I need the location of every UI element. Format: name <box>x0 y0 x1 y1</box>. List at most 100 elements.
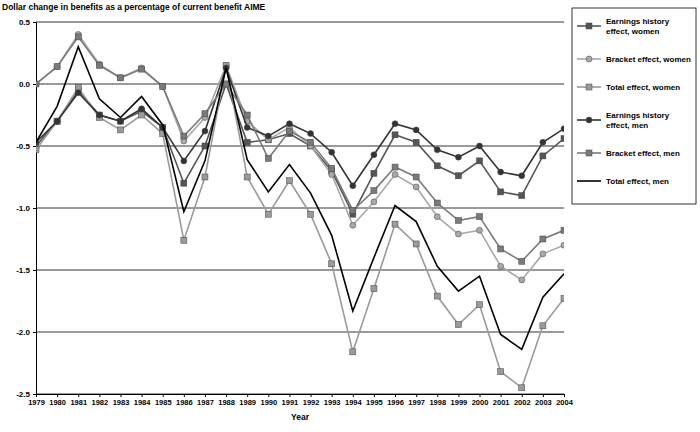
y-tick-mark <box>33 270 36 271</box>
x-tick-mark <box>353 394 354 397</box>
point <box>117 118 123 124</box>
legend-label: Total effect, women <box>606 83 680 92</box>
point <box>540 251 546 257</box>
grid-line <box>36 332 564 333</box>
point <box>286 178 292 184</box>
x-tick-label: 1981 <box>70 398 87 407</box>
legend-swatch <box>577 150 601 156</box>
x-tick: 1984 <box>134 394 152 407</box>
x-tick: 1982 <box>92 394 109 407</box>
x-tick-mark <box>205 394 206 397</box>
point <box>96 112 102 118</box>
point <box>286 121 292 127</box>
point <box>181 133 187 139</box>
x-tick: 1988 <box>218 394 235 407</box>
x-tick: 1980 <box>49 394 66 407</box>
x-tick: 1995 <box>366 394 383 407</box>
x-tick-mark <box>395 394 396 397</box>
point <box>561 126 564 132</box>
point <box>96 62 102 68</box>
point <box>455 217 461 223</box>
x-tick: 1992 <box>303 394 320 407</box>
grid-line <box>36 84 564 85</box>
x-tick: 1989 <box>239 394 256 407</box>
point <box>329 149 335 155</box>
point <box>371 152 377 158</box>
legend-box <box>572 8 696 204</box>
x-axis-line <box>37 395 565 398</box>
y-tick-label: -2.0 <box>16 328 30 337</box>
x-tick: 1999 <box>451 394 468 407</box>
point <box>117 118 123 124</box>
point <box>75 90 81 96</box>
point <box>392 221 398 227</box>
point <box>434 214 440 220</box>
point <box>54 118 60 124</box>
point <box>561 136 564 142</box>
x-tick: 1986 <box>176 394 193 407</box>
legend-swatch <box>577 56 601 62</box>
chart: -2.5-2.0-1.5-1.0-0.50.00.519791980198119… <box>0 0 700 432</box>
point <box>392 132 398 138</box>
x-tick-label: 1980 <box>49 398 66 407</box>
legend-label: Earnings historyeffect, women <box>606 17 670 36</box>
x-tick-label: 1998 <box>429 398 446 407</box>
point <box>202 128 208 134</box>
point <box>413 184 419 190</box>
point <box>223 81 229 87</box>
y-tick-mark <box>33 394 36 395</box>
point <box>139 112 145 118</box>
point <box>519 173 525 179</box>
y-tick: -1.0 <box>16 204 36 213</box>
point <box>350 222 356 228</box>
x-tick: 1987 <box>197 394 214 407</box>
y-tick-label: 0.0 <box>19 80 31 89</box>
point <box>455 173 461 179</box>
series-line <box>36 84 564 214</box>
point <box>36 81 39 87</box>
x-tick-label: 1990 <box>260 398 277 407</box>
point <box>181 237 187 243</box>
x-tick: 1981 <box>70 394 87 407</box>
point <box>519 277 525 283</box>
legend-swatch-marker <box>586 84 592 90</box>
legend-label: Earnings historyeffect, men <box>606 111 670 130</box>
point <box>498 369 504 375</box>
x-tick-mark <box>268 394 269 397</box>
point <box>371 170 377 176</box>
point <box>36 147 39 153</box>
y-tick-label: 0.5 <box>19 18 31 27</box>
grid-line <box>36 270 564 271</box>
point <box>477 143 483 149</box>
x-tick-mark <box>36 394 37 397</box>
grid-line <box>36 22 564 23</box>
point <box>160 83 166 89</box>
point <box>286 128 292 134</box>
x-tick-mark <box>437 394 438 397</box>
legend-swatch <box>577 84 601 90</box>
point <box>434 200 440 206</box>
point <box>519 193 525 199</box>
series-line <box>36 34 564 280</box>
x-tick: 1979 <box>28 394 45 407</box>
point <box>329 165 335 171</box>
x-tick: 1994 <box>345 394 363 407</box>
x-tick: 1998 <box>429 394 446 407</box>
x-tick-mark <box>522 394 523 397</box>
x-tick-mark <box>289 394 290 397</box>
x-tick-mark <box>332 394 333 397</box>
point <box>455 231 461 237</box>
x-tick-label: 1993 <box>324 398 341 407</box>
point <box>498 169 504 175</box>
x-tick-label: 1997 <box>408 398 425 407</box>
x-tick-label: 1983 <box>113 398 130 407</box>
point <box>350 183 356 189</box>
x-tick-label: 1987 <box>197 398 214 407</box>
x-tick: 1985 <box>155 394 172 407</box>
point <box>117 127 123 133</box>
point <box>519 258 525 264</box>
point <box>350 349 356 355</box>
x-tick-mark <box>374 394 375 397</box>
y-tick-label: -1.0 <box>16 204 30 213</box>
point <box>371 188 377 194</box>
